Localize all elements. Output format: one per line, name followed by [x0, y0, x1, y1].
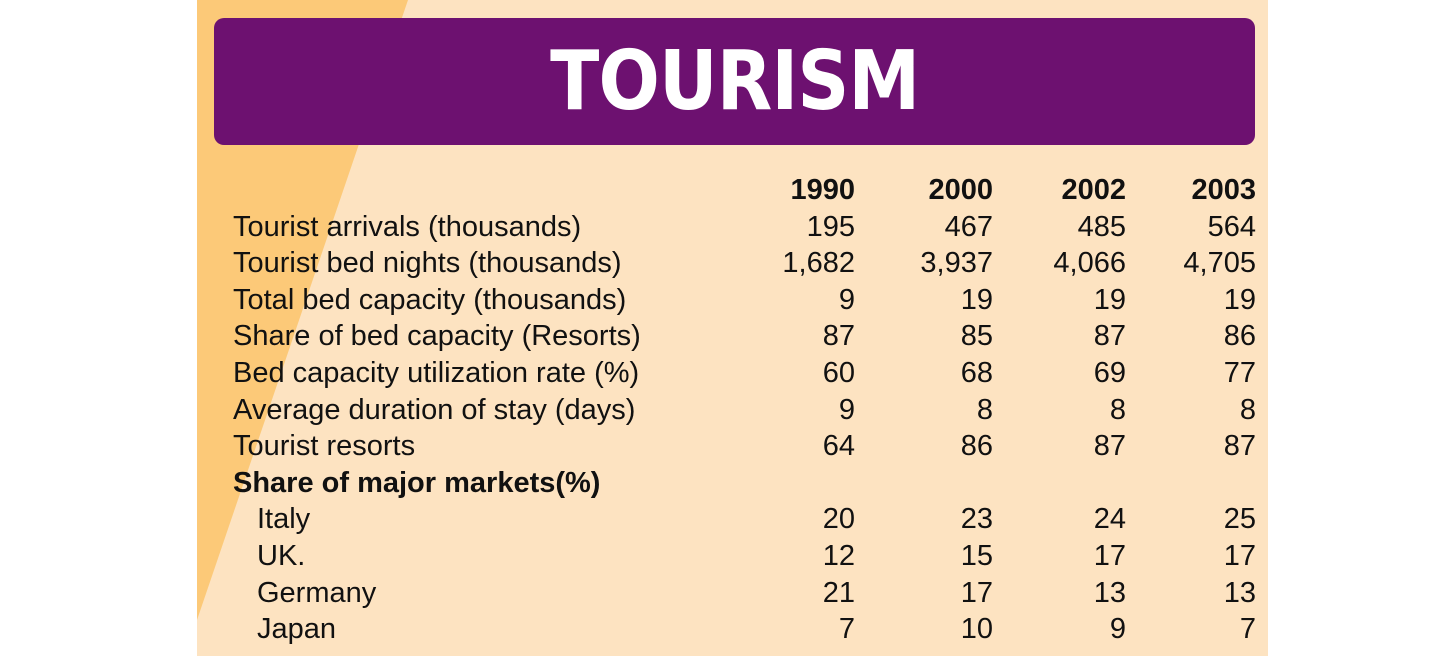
cell-value: 7: [838, 613, 855, 646]
cell-value: 8: [1239, 393, 1256, 426]
cell-value: [1126, 465, 1256, 502]
row-label: Average duration of stay (days): [233, 393, 636, 426]
cell-value: 87: [1093, 430, 1126, 463]
cell-value: 21: [822, 576, 855, 609]
row-label: Germany: [257, 576, 377, 609]
cell-value: 60: [822, 356, 855, 389]
cell-value: 23: [960, 503, 993, 536]
cell-value: 7: [1239, 613, 1256, 646]
cell-value: [993, 465, 1126, 502]
cell-value: 87: [1093, 320, 1126, 353]
column-header: 2002: [1061, 174, 1126, 206]
cell-value: 15: [960, 539, 993, 572]
cell-value: 17: [1093, 539, 1126, 572]
table-row: Italy 20 23 24 25: [233, 501, 1256, 538]
cell-value: 13: [1093, 576, 1126, 609]
cell-value: 69: [1093, 356, 1126, 389]
cell-value: 4,066: [1053, 247, 1126, 280]
column-header: 2003: [1191, 174, 1256, 206]
cell-value: 68: [960, 356, 993, 389]
cell-value: 19: [960, 283, 993, 316]
header-corner: [233, 172, 757, 209]
cell-value: 12: [822, 539, 855, 572]
row-label: Japan: [257, 613, 337, 646]
table-row: Tourist bed nights (thousands) 1,682 3,937…: [233, 245, 1256, 282]
row-label: Tourist arrivals (thousands): [233, 210, 582, 243]
cell-value: 9: [838, 283, 855, 316]
table-row: Average duration of stay (days) 9 8 8 8: [233, 392, 1256, 429]
row-label: Italy: [257, 503, 311, 536]
cell-value: 87: [822, 320, 855, 353]
table-row: Share of major markets(%): [233, 465, 1256, 502]
cell-value: 8: [1109, 393, 1126, 426]
cell-value: 9: [838, 393, 855, 426]
table-row: Tourist resorts 64 86 87 87: [233, 428, 1256, 465]
cell-value: 9: [1109, 613, 1126, 646]
table-row: Japan 7 10 9 7: [233, 611, 1256, 648]
cell-value: [757, 465, 855, 502]
cell-value: 86: [960, 430, 993, 463]
cell-value: 17: [960, 576, 993, 609]
cell-value: 10: [960, 613, 993, 646]
row-label: Total bed capacity (thousands): [233, 283, 627, 316]
cell-value: 19: [1093, 283, 1126, 316]
cell-value: 8: [976, 393, 993, 426]
section-label: Share of major markets(%): [233, 466, 601, 499]
tourism-table: 1990 2000 2002 2003 Tourist arrivals (th…: [233, 172, 1256, 648]
cell-value: 3,937: [920, 247, 993, 280]
cell-value: 86: [1223, 320, 1256, 353]
table-row: Share of bed capacity (Resorts) 87 85 87 86: [233, 318, 1256, 355]
page-title: TOURISM: [549, 33, 920, 129]
row-label: Tourist bed nights (thousands): [233, 247, 622, 280]
row-label: Tourist resorts: [233, 430, 416, 463]
tourism-panel: TOURISM 1990 2000 2002 2003 Tourist arri…: [197, 0, 1268, 656]
cell-value: 87: [1223, 430, 1256, 463]
cell-value: 17: [1223, 539, 1256, 572]
cell-value: 485: [1077, 210, 1126, 243]
row-label: Share of bed capacity (Resorts): [233, 320, 641, 353]
cell-value: 564: [1207, 210, 1256, 243]
row-label: UK.: [257, 539, 306, 572]
cell-value: 195: [806, 210, 855, 243]
cell-value: [855, 465, 993, 502]
cell-value: 1,682: [782, 247, 855, 280]
cell-value: 13: [1223, 576, 1256, 609]
cell-value: 467: [944, 210, 993, 243]
table-row: Bed capacity utilization rate (%) 60 68 69 7…: [233, 355, 1256, 392]
cell-value: 4,705: [1183, 247, 1256, 280]
cell-value: 85: [960, 320, 993, 353]
table-body: Tourist arrivals (thousands) 195 467 485 564…: [233, 209, 1256, 648]
cell-value: 20: [822, 503, 855, 536]
cell-value: 77: [1223, 356, 1256, 389]
row-label: Bed capacity utilization rate (%): [233, 356, 640, 389]
cell-value: 25: [1223, 503, 1256, 536]
header-row: 1990 2000 2002 2003: [233, 172, 1256, 209]
table-row: Germany 21 17 13 13: [233, 575, 1256, 612]
title-banner: TOURISM: [214, 18, 1255, 145]
table-row: UK. 12 15 17 17: [233, 538, 1256, 575]
cell-value: 19: [1223, 283, 1256, 316]
cell-value: 24: [1093, 503, 1126, 536]
column-header: 1990: [790, 174, 855, 206]
table-row: Total bed capacity (thousands) 9 19 19 19: [233, 282, 1256, 319]
column-header: 2000: [928, 174, 993, 206]
table-row: Tourist arrivals (thousands) 195 467 485 564: [233, 209, 1256, 246]
cell-value: 64: [822, 430, 855, 463]
